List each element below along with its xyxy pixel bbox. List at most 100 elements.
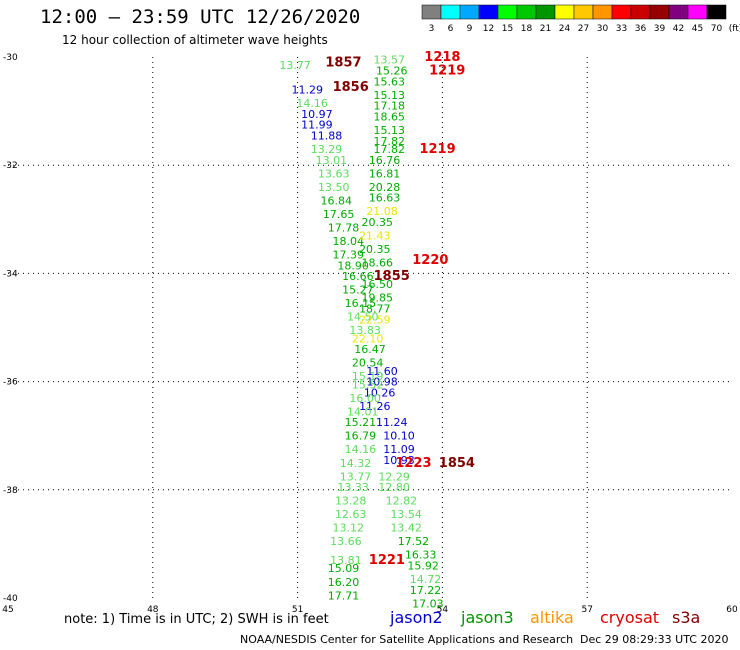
color-swatch — [630, 4, 651, 20]
x-tick-label: 54 — [437, 605, 449, 615]
wave-height-label: 21.08 — [366, 205, 398, 218]
color-scale-label: 21 — [540, 24, 551, 34]
wave-height-label: 16.81 — [369, 167, 401, 180]
color-swatch — [554, 4, 575, 20]
wave-height-label: 16.50 — [361, 278, 393, 291]
legend-cryosat: cryosat — [600, 608, 660, 627]
color-swatch — [440, 4, 461, 20]
legend-jason3: jason3 — [461, 608, 514, 627]
color-scale-label: 30 — [597, 24, 609, 34]
wave-height-label: 13.01 — [316, 154, 348, 167]
wave-height-label: 10.97 — [301, 108, 333, 121]
color-scale-label: 45 — [692, 24, 703, 34]
color-swatch — [649, 4, 670, 20]
color-scale-label: 70 — [711, 24, 723, 34]
wave-height-label: 20.35 — [361, 216, 393, 229]
y-tick-label: -40 — [3, 594, 18, 604]
wave-height-label: 16.76 — [369, 154, 401, 167]
wave-height-label: 19.85 — [361, 292, 393, 305]
time-label: 1219 — [429, 64, 465, 79]
wave-height-label: 22.59 — [359, 313, 391, 326]
color-scale-label: 27 — [578, 24, 589, 34]
wave-height-label: 18.90 — [337, 259, 369, 272]
color-scale-label: 15 — [502, 24, 513, 34]
wave-height-label: 15.13 — [374, 89, 406, 102]
wave-height-label: 16.20 — [328, 576, 360, 589]
wave-height-label: 14.16 — [296, 97, 328, 110]
wave-height-label: 10.10 — [383, 430, 415, 443]
wave-height-label: 17.22 — [410, 584, 442, 597]
time-label: 1220 — [412, 253, 448, 268]
wave-height-label: 15.13 — [374, 124, 406, 137]
wave-height-label: 22.10 — [352, 332, 384, 345]
wave-height-label: 13.54 — [390, 508, 422, 521]
wave-height-label: 17.52 — [398, 535, 430, 548]
wave-height-label: 12.29 — [378, 470, 410, 483]
footer-note: note: 1) Time is in UTC; 2) SWH is in fe… — [64, 612, 329, 627]
wave-height-label: 15.19 — [352, 370, 384, 383]
color-scale-label: 39 — [654, 24, 666, 34]
color-scale-label: (ft) — [729, 24, 740, 34]
wave-height-label: 10.98 — [366, 376, 398, 389]
color-swatch — [478, 4, 499, 20]
y-tick-label: -34 — [3, 269, 18, 279]
wave-height-label: 11.24 — [376, 416, 408, 429]
wave-height-label: 17.82 — [374, 135, 406, 148]
wave-height-label: 12.80 — [378, 481, 410, 494]
wave-height-label: 15.26 — [376, 65, 408, 78]
color-scale-label: 36 — [635, 24, 647, 34]
wave-height-label: 13.57 — [374, 54, 406, 67]
wave-height-label: 17.39 — [333, 248, 365, 261]
wave-height-label: 13.81 — [330, 554, 362, 567]
wave-height-label: 11.26 — [359, 400, 391, 413]
color-scale-label: 24 — [559, 24, 571, 34]
wave-height-label: 12.63 — [335, 508, 367, 521]
wave-height-label: 13.77 — [340, 470, 372, 483]
chart-subtitle: 12 hour collection of altimeter wave hei… — [62, 33, 328, 47]
wave-height-label: 18.04 — [333, 235, 365, 248]
wave-height-label: 14.50 — [347, 311, 379, 324]
time-label: 1855 — [374, 269, 410, 284]
wave-height-label: 17.65 — [323, 208, 355, 221]
color-scale-label: 3 — [429, 24, 435, 34]
wave-height-label: 16.79 — [345, 430, 377, 443]
wave-height-label: 12.82 — [386, 495, 418, 508]
wave-height-label: 18.77 — [359, 303, 391, 316]
wave-height-label: 10.93 — [383, 454, 415, 467]
wave-height-label: 17.71 — [328, 589, 360, 602]
color-swatch — [535, 4, 556, 20]
time-label: 1219 — [419, 142, 455, 157]
wave-height-label: 17.78 — [328, 221, 360, 234]
y-tick-label: -38 — [3, 486, 18, 496]
legend-jason2: jason2 — [390, 608, 443, 627]
wave-height-label: 10.26 — [364, 386, 396, 399]
wave-height-label: 13.50 — [318, 181, 350, 194]
wave-height-label: 11.29 — [292, 83, 324, 96]
chart-title: 12:00 – 23:59 UTC 12/26/2020 — [40, 6, 361, 28]
color-swatch — [592, 4, 613, 20]
color-swatch — [516, 4, 537, 20]
wave-height-label: 13.29 — [311, 143, 343, 156]
wave-height-label: 16.66 — [342, 270, 374, 283]
wave-height-label: 15.63 — [374, 75, 406, 88]
color-scale-label: 6 — [448, 24, 454, 34]
x-tick-label: 45 — [2, 605, 13, 615]
color-swatch — [421, 4, 442, 20]
wave-height-label: 16.63 — [369, 192, 401, 205]
color-swatch — [459, 4, 480, 20]
x-tick-label: 57 — [581, 605, 592, 615]
color-scale-label: 18 — [521, 24, 533, 34]
wave-height-label: 21.43 — [359, 230, 391, 243]
time-label: 1221 — [369, 553, 405, 568]
wave-height-label: 14.32 — [340, 457, 372, 470]
color-swatch — [573, 4, 594, 20]
time-label: 1857 — [325, 55, 361, 70]
y-tick-label: -36 — [3, 378, 18, 388]
legend-s3a: s3a — [672, 608, 701, 627]
wave-height-label: 20.54 — [352, 357, 384, 370]
color-swatch — [611, 4, 632, 20]
wave-height-label: 15.92 — [407, 560, 439, 573]
wave-height-label: 16.47 — [354, 343, 386, 356]
wave-height-label: 17.18 — [374, 100, 406, 113]
